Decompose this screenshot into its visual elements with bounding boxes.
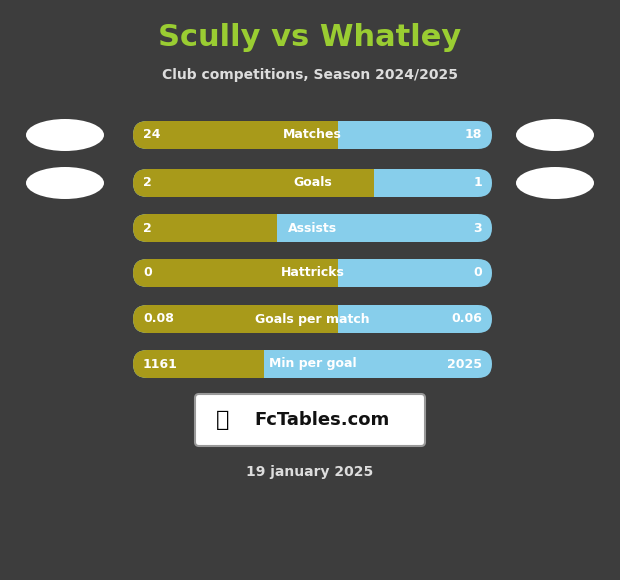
Text: 3: 3	[474, 222, 482, 234]
Text: 18: 18	[464, 129, 482, 142]
Text: 24: 24	[143, 129, 161, 142]
Text: Assists: Assists	[288, 222, 337, 234]
FancyBboxPatch shape	[133, 305, 492, 333]
Text: 1: 1	[473, 176, 482, 190]
Text: 0.06: 0.06	[451, 313, 482, 325]
FancyBboxPatch shape	[133, 350, 492, 378]
FancyBboxPatch shape	[133, 121, 492, 149]
FancyBboxPatch shape	[133, 169, 388, 197]
Text: 0.08: 0.08	[143, 313, 174, 325]
Bar	[373, 169, 389, 197]
Bar	[264, 350, 280, 378]
FancyBboxPatch shape	[133, 214, 492, 242]
Bar	[338, 121, 353, 149]
Ellipse shape	[516, 119, 594, 151]
FancyBboxPatch shape	[133, 121, 352, 149]
Text: FcTables.com: FcTables.com	[254, 411, 389, 429]
Text: 2025: 2025	[447, 357, 482, 371]
FancyBboxPatch shape	[133, 350, 278, 378]
Text: Scully vs Whatley: Scully vs Whatley	[158, 24, 462, 53]
Text: Club competitions, Season 2024/2025: Club competitions, Season 2024/2025	[162, 68, 458, 82]
FancyBboxPatch shape	[133, 305, 352, 333]
Ellipse shape	[26, 119, 104, 151]
Text: Goals: Goals	[293, 176, 332, 190]
Bar	[277, 214, 293, 242]
Ellipse shape	[26, 167, 104, 199]
Text: Min per goal: Min per goal	[268, 357, 356, 371]
Text: 2: 2	[143, 222, 152, 234]
Ellipse shape	[516, 167, 594, 199]
Text: 0: 0	[473, 266, 482, 280]
FancyBboxPatch shape	[133, 259, 352, 287]
FancyBboxPatch shape	[133, 214, 291, 242]
Text: 2: 2	[143, 176, 152, 190]
Bar	[338, 305, 353, 333]
Text: 1161: 1161	[143, 357, 178, 371]
Text: 0: 0	[143, 266, 152, 280]
FancyBboxPatch shape	[133, 259, 492, 287]
FancyBboxPatch shape	[195, 394, 425, 446]
Text: Hattricks: Hattricks	[281, 266, 345, 280]
FancyBboxPatch shape	[133, 169, 492, 197]
Bar	[338, 259, 353, 287]
Text: 19 january 2025: 19 january 2025	[246, 465, 374, 479]
Text: Goals per match: Goals per match	[255, 313, 370, 325]
Text: Matches: Matches	[283, 129, 342, 142]
Text: 📈: 📈	[216, 410, 229, 430]
